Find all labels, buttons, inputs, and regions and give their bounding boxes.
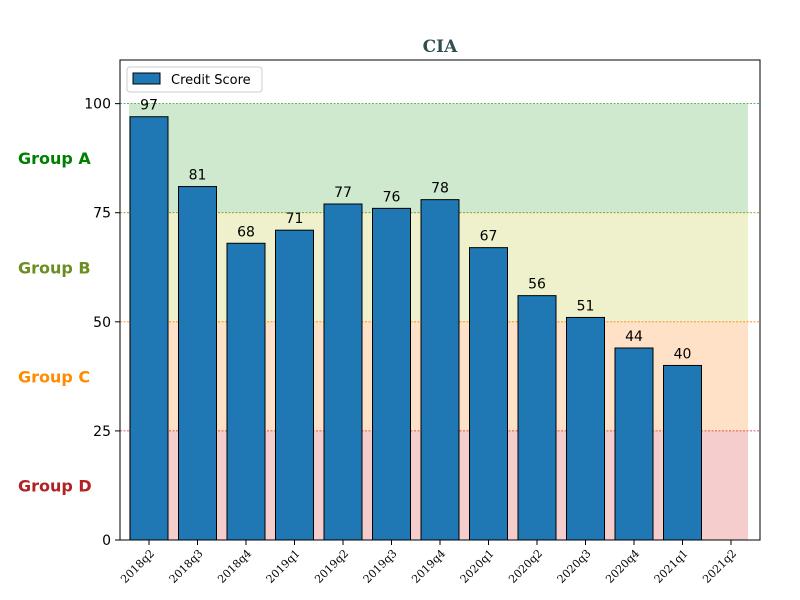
bar-2018q2 bbox=[129, 116, 169, 541]
group-label-3: Group D bbox=[18, 476, 92, 495]
x-tick-label: 2021q1 bbox=[652, 547, 691, 586]
y-tick-label: 0 bbox=[102, 533, 111, 549]
x-tick-label: 2020q4 bbox=[603, 547, 642, 586]
bar-value-label: 76 bbox=[383, 189, 401, 205]
legend-box bbox=[126, 66, 263, 93]
bar-2018q4 bbox=[226, 242, 266, 541]
bar-2019q1 bbox=[275, 229, 314, 541]
legend-label: Credit Score bbox=[171, 73, 251, 88]
bar-value-label: 68 bbox=[237, 224, 255, 240]
y-tick-label: 100 bbox=[84, 97, 111, 113]
bar-2019q4 bbox=[420, 199, 460, 541]
bar-value-label: 97 bbox=[140, 98, 158, 114]
x-tick-label: 2019q2 bbox=[312, 547, 351, 586]
bar-2020q1 bbox=[469, 247, 508, 541]
y-tick-label: 50 bbox=[93, 315, 111, 331]
bar-value-label: 44 bbox=[625, 329, 643, 345]
band-0-fill bbox=[129, 103, 748, 213]
bar-value-label: 78 bbox=[431, 181, 449, 197]
bar-value-label: 67 bbox=[480, 229, 498, 245]
bar-2019q2 bbox=[323, 203, 363, 541]
x-tick-label: 2019q4 bbox=[409, 547, 448, 586]
x-tick-label: 2019q3 bbox=[361, 547, 400, 586]
y-tick-label: 25 bbox=[93, 424, 111, 440]
legend-swatch bbox=[132, 72, 161, 85]
bars-layer: 97 81 68 71 77 76 78 67 56 51 44 40 bbox=[129, 98, 702, 541]
y-tick-label: 75 bbox=[93, 206, 111, 222]
legend: Credit Score bbox=[126, 66, 263, 93]
bar-value-label: 81 bbox=[189, 168, 207, 184]
bar-value-label: 51 bbox=[577, 298, 595, 314]
bar-2020q3 bbox=[566, 316, 605, 541]
bar-2018q3 bbox=[178, 186, 217, 541]
bar-2020q2 bbox=[517, 295, 557, 541]
x-tick-label: 2019q1 bbox=[264, 547, 303, 586]
group-label-0: Group A bbox=[18, 149, 91, 168]
bar-value-label: 71 bbox=[286, 211, 304, 227]
bar-value-label: 40 bbox=[674, 346, 692, 362]
group-label-1: Group B bbox=[18, 258, 91, 277]
bar-value-label: 56 bbox=[528, 277, 546, 293]
bar-2019q3 bbox=[372, 207, 411, 541]
group-label-2: Group C bbox=[18, 367, 90, 386]
x-tick-label: 2020q3 bbox=[555, 547, 594, 586]
x-tick-label: 2018q2 bbox=[118, 547, 157, 586]
bar-2020q4 bbox=[614, 347, 654, 541]
x-tick-label: 2020q1 bbox=[458, 547, 497, 586]
chart-title: CIA bbox=[423, 37, 458, 57]
x-tick-label: 2018q4 bbox=[215, 547, 254, 586]
x-tick-label: 2018q3 bbox=[167, 547, 206, 586]
x-tick-label: 2021q2 bbox=[700, 547, 739, 586]
bar-value-label: 77 bbox=[334, 185, 352, 201]
bar-2021q1 bbox=[663, 364, 702, 541]
x-tick-label: 2020q2 bbox=[506, 547, 545, 586]
